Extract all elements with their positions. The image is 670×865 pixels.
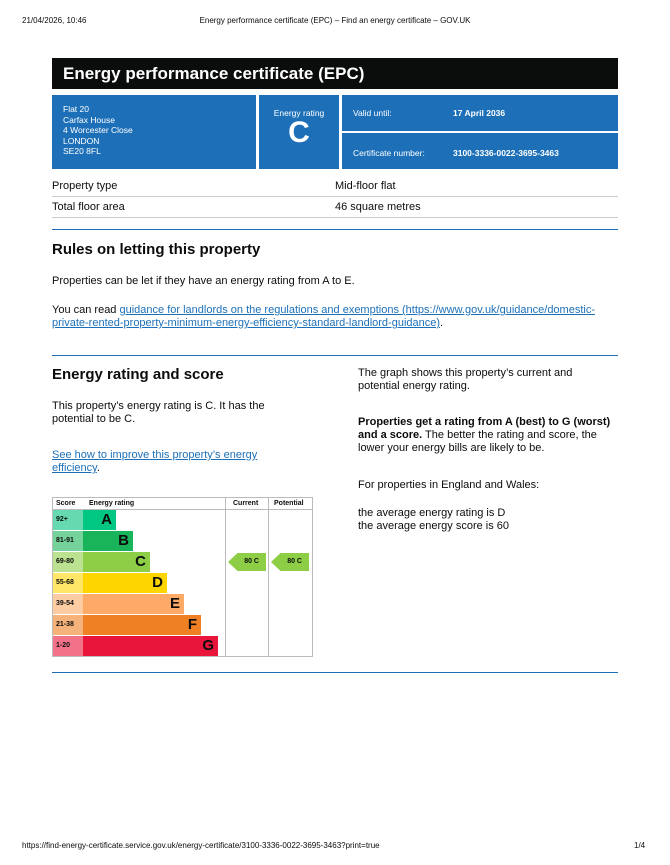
band-bar-D: D xyxy=(83,573,167,593)
address-line: Carfax House xyxy=(63,114,115,125)
band-bar-G: G xyxy=(83,636,218,656)
certificate-number-value: 3100-3336-0022-3695-3463 xyxy=(453,148,559,158)
address-line: 4 Worcester Close xyxy=(63,125,133,135)
energy-rating-value: C xyxy=(288,116,310,149)
rating-text: This property’s energy rating is C. It h… xyxy=(52,400,265,425)
guidance-prefix: You can read xyxy=(52,304,120,316)
header-energy-rating: Energy rating xyxy=(89,500,135,507)
band-score-D: 55-68 xyxy=(53,573,83,593)
section-divider xyxy=(52,229,618,230)
band-bar-E: E xyxy=(83,594,184,614)
address-line: Flat 20 xyxy=(63,104,89,114)
band-bar-B: B xyxy=(83,531,133,551)
address-block: Flat 20 Carfax House 4 Worcester Close LOND… xyxy=(52,95,256,169)
valid-until-label: Valid until: xyxy=(353,108,392,118)
rating-explanation-bold: Properties get a rating from A (best) to… xyxy=(358,416,611,441)
floor-area-label: Total floor area xyxy=(52,201,125,213)
address-line: LONDON xyxy=(63,135,100,146)
address-line: SE20 8FL xyxy=(63,146,101,156)
landlord-guidance-link[interactable]: guidance for landlords on the regulation… xyxy=(52,304,595,329)
header-current: Current xyxy=(233,500,259,507)
england-wales-text: For properties in England and Wales: xyxy=(358,479,540,491)
divider xyxy=(52,217,618,218)
letting-heading: Rules on letting this property xyxy=(52,241,261,258)
average-rating: the average energy rating is D xyxy=(358,507,506,519)
band-bar-A: A xyxy=(83,510,116,530)
page-title: Energy performance certificate (EPC) xyxy=(52,58,618,89)
rating-explanation-rest: The better the rating and score, the low… xyxy=(358,429,597,454)
band-bar-C: C xyxy=(83,552,150,572)
column-divider xyxy=(225,498,226,656)
potential-rating-arrow: 80 C xyxy=(271,553,309,571)
energy-rating-block: Energy rating C xyxy=(259,95,339,169)
improve-suffix: . xyxy=(96,462,100,474)
print-datetime: 21/04/2026, 10:46 xyxy=(22,16,87,25)
property-type-value: Mid-floor flat xyxy=(335,180,396,192)
certificate-number-row: Certificate number: 3100-3336-0022-3695-… xyxy=(342,133,618,169)
print-url: https://find-energy-certificate.service.… xyxy=(22,841,380,850)
improve-efficiency-link[interactable]: See how to improve this property’s energ… xyxy=(52,449,258,474)
letting-guidance: You can read guidance for landlords on t… xyxy=(52,304,612,330)
letting-text: Properties can be let if they have an en… xyxy=(52,275,355,287)
header-divider xyxy=(53,509,312,510)
section-divider xyxy=(52,355,618,356)
current-rating-arrow: 80 C xyxy=(228,553,266,571)
print-title: Energy performance certificate (EPC) – F… xyxy=(199,16,471,25)
header-potential: Potential xyxy=(274,500,304,507)
print-page-number: 1/4 xyxy=(634,841,646,850)
energy-rating-label: Energy rating xyxy=(273,108,325,118)
certificate-number-label: Certificate number: xyxy=(353,148,425,158)
property-type-label: Property type xyxy=(52,180,118,192)
improve-text: See how to improve this property’s energ… xyxy=(52,449,292,475)
valid-until-value: 17 April 2036 xyxy=(453,108,506,118)
column-divider xyxy=(268,498,269,656)
graph-description: The graph shows this property’s current … xyxy=(358,367,573,392)
energy-rating-chart: Score Energy rating Current Potential 92… xyxy=(52,497,313,657)
valid-until-row: Valid until: 17 April 2036 xyxy=(342,95,618,131)
band-score-B: 81-91 xyxy=(53,531,83,551)
average-score: the average energy score is 60 xyxy=(358,520,510,532)
band-score-C: 69-80 xyxy=(53,552,83,572)
divider xyxy=(52,196,618,197)
band-score-F: 21-38 xyxy=(53,615,83,635)
header-score: Score xyxy=(56,500,76,507)
floor-area-value: 46 square metres xyxy=(335,201,421,213)
rating-explanation: Properties get a rating from A (best) to… xyxy=(358,416,618,455)
band-score-A: 92+ xyxy=(53,510,83,530)
band-score-G: 1-20 xyxy=(53,636,83,656)
band-bar-F: F xyxy=(83,615,201,635)
score-heading: Energy rating and score xyxy=(52,366,224,383)
guidance-suffix: . xyxy=(440,317,444,329)
band-score-E: 39-54 xyxy=(53,594,83,614)
section-divider xyxy=(52,672,618,673)
